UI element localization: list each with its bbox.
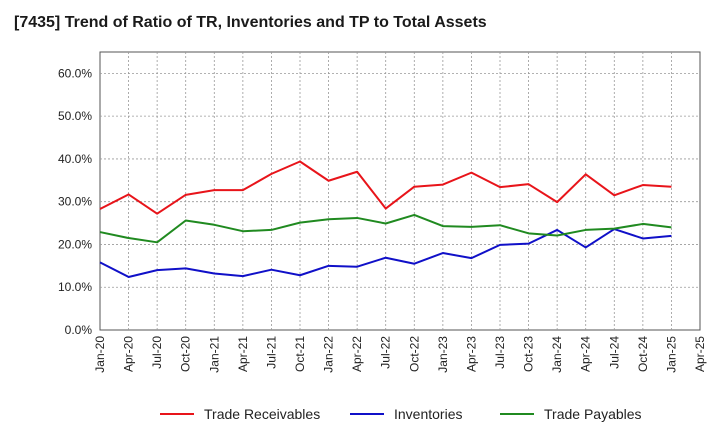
x-tick-label: Jul-22	[379, 336, 393, 369]
x-tick-label: Jan-25	[664, 336, 678, 373]
x-tick-label: Jul-23	[493, 336, 507, 369]
x-tick-label: Oct-22	[407, 336, 421, 372]
y-tick-label: 40.0%	[58, 152, 92, 166]
chart-title: [7435] Trend of Ratio of TR, Inventories…	[14, 14, 487, 31]
plot-frame	[99, 51, 701, 331]
x-tick-label: Oct-23	[522, 336, 536, 372]
y-tick-label: 50.0%	[58, 109, 92, 123]
x-tick-label: Apr-25	[693, 336, 707, 372]
x-tick-label: Jul-21	[264, 336, 278, 369]
y-tick-label: 10.0%	[58, 280, 92, 294]
legend-label-inventories: Inventories	[394, 406, 462, 422]
legend-label-trade-receivables: Trade Receivables	[204, 406, 320, 422]
x-tick-label: Jan-23	[436, 336, 450, 373]
x-tick-label: Jan-21	[207, 336, 221, 373]
y-tick-label: 0.0%	[65, 323, 93, 337]
x-tick-label: Jan-20	[93, 336, 107, 373]
x-tick-label: Jul-20	[150, 336, 164, 369]
x-tick-label: Oct-21	[293, 336, 307, 372]
x-tick-label: Apr-23	[464, 336, 478, 372]
x-tick-label: Apr-22	[350, 336, 364, 372]
x-tick-label: Oct-20	[179, 336, 193, 372]
y-tick-label: 20.0%	[58, 237, 92, 251]
x-tick-label: Apr-24	[579, 336, 593, 372]
legend-label-trade-payables: Trade Payables	[544, 406, 642, 422]
x-tick-label: Apr-20	[122, 336, 136, 372]
x-tick-label: Jan-22	[322, 336, 336, 373]
y-tick-label: 60.0%	[58, 66, 92, 80]
x-tick-label: Apr-21	[236, 336, 250, 372]
x-tick-label: Jan-24	[550, 336, 564, 373]
y-tick-label: 30.0%	[58, 195, 92, 209]
x-tick-label: Oct-24	[636, 336, 650, 372]
x-tick-label: Jul-24	[607, 336, 621, 369]
